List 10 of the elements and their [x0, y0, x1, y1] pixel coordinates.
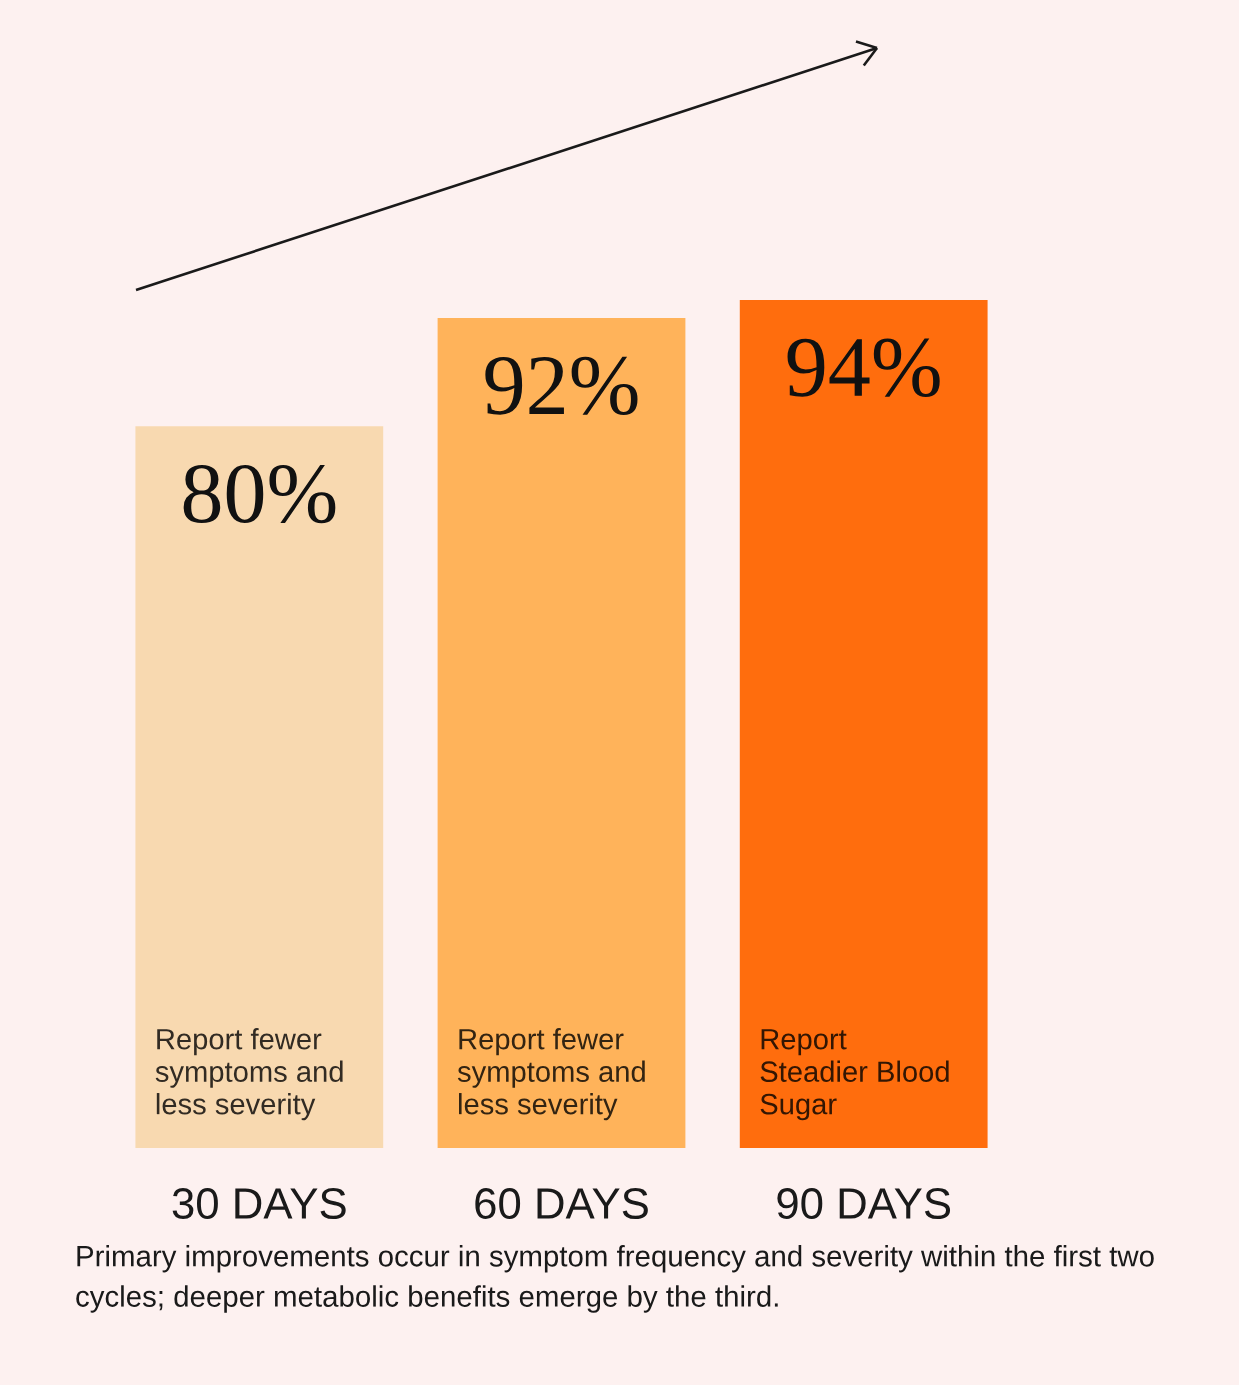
text: Primary improvements occur in symptom frequency and severity within the first two cycles; deeper metabolic benefits emerge by the third. — [76, 1245, 1154, 1313]
annotation: Report fewer symptoms and less severity — [155, 1028, 343, 1121]
x-tick-label: 90 DAYS — [777, 1188, 951, 1220]
x-tick-label: 60 DAYS — [475, 1188, 648, 1220]
x-tick-label: 30 DAYS — [172, 1188, 346, 1220]
data-label: 92% — [485, 356, 638, 416]
annotation: Report Steadier Blood Sugar — [760, 1029, 949, 1121]
data-label: 94% — [787, 338, 940, 397]
annotation: Report fewer symptoms and less severity — [457, 1028, 645, 1121]
data-label: 80% — [183, 464, 336, 524]
